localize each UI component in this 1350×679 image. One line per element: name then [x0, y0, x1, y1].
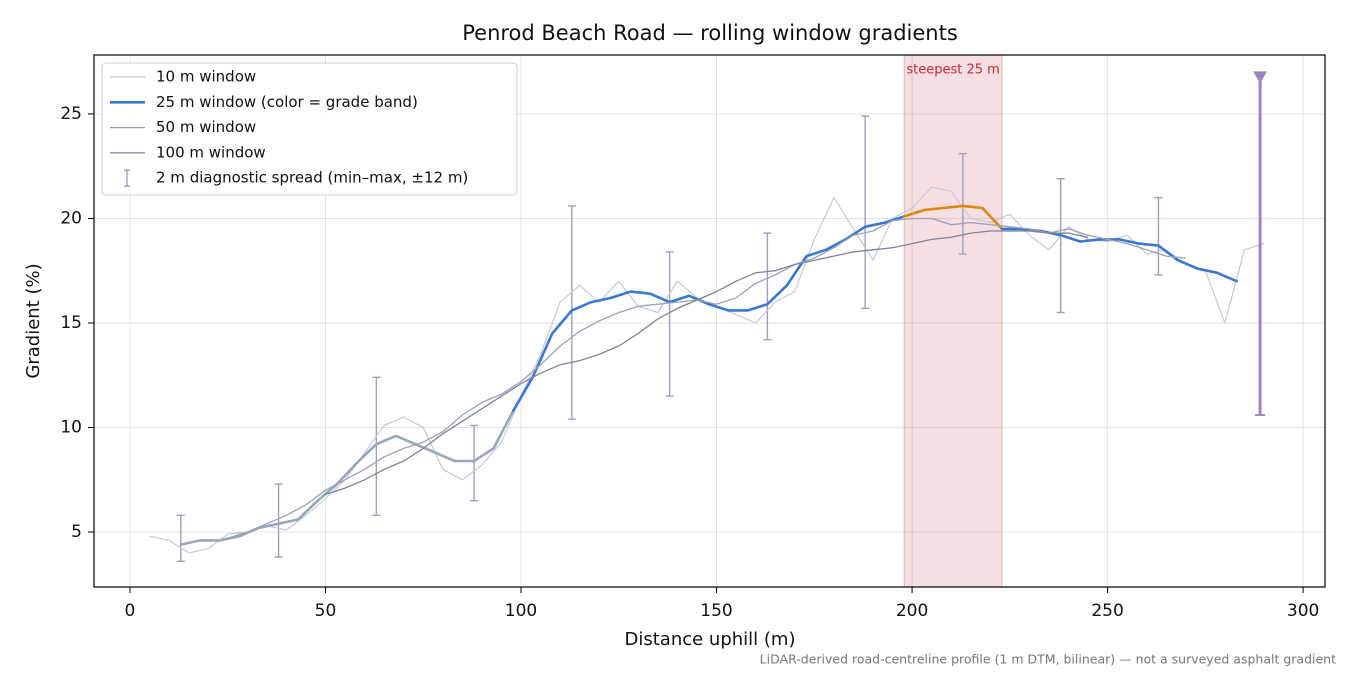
- line: [325, 230, 1089, 496]
- y-axis-label: Gradient (%): [23, 263, 44, 378]
- line-segment: [511, 215, 906, 413]
- legend-label: 100 m window: [156, 143, 266, 161]
- x-tick-label: 50: [315, 601, 337, 621]
- plot-frame: [93, 54, 1326, 588]
- x-tick-label: 250: [1091, 601, 1123, 621]
- legend: 10 m window 25 m window (color = grade ba…: [101, 62, 518, 196]
- x-tick-label: 150: [700, 601, 732, 621]
- x-tick-label: 0: [125, 601, 136, 621]
- y-tick-label: 20: [60, 208, 82, 228]
- legend-label: 25 m window (color = grade band): [156, 93, 418, 111]
- line-segment: [179, 409, 515, 546]
- line-segment: [902, 204, 1004, 231]
- line-segment: [1000, 227, 1238, 283]
- y-tick-label: 10: [60, 418, 82, 438]
- line: [227, 217, 1186, 539]
- y-tick-label: 25: [60, 104, 82, 124]
- y-tick-label: 15: [60, 313, 82, 333]
- legend-label: 50 m window: [156, 118, 256, 136]
- y-tick-label: 5: [71, 522, 82, 542]
- legend-label: 2 m diagnostic spread (min–max, ±12 m): [156, 169, 468, 187]
- highlight-label: steepest 25 m: [906, 63, 999, 78]
- footnote: LiDAR-derived road-centreline profile (1…: [760, 652, 1336, 667]
- x-tick-label: 200: [896, 601, 928, 621]
- plot-area: [149, 71, 1268, 562]
- line: [149, 186, 1265, 554]
- x-tick-label: 300: [1287, 601, 1319, 621]
- x-axis-label: Distance uphill (m): [625, 629, 796, 650]
- chart-title: Penrod Beach Road — rolling window gradi…: [462, 21, 958, 45]
- legend-box: [101, 62, 518, 196]
- max-marker: [1253, 71, 1268, 84]
- x-tick-label: 100: [505, 601, 537, 621]
- highlight-band: [903, 54, 1003, 588]
- legend-label: 10 m window: [156, 68, 256, 86]
